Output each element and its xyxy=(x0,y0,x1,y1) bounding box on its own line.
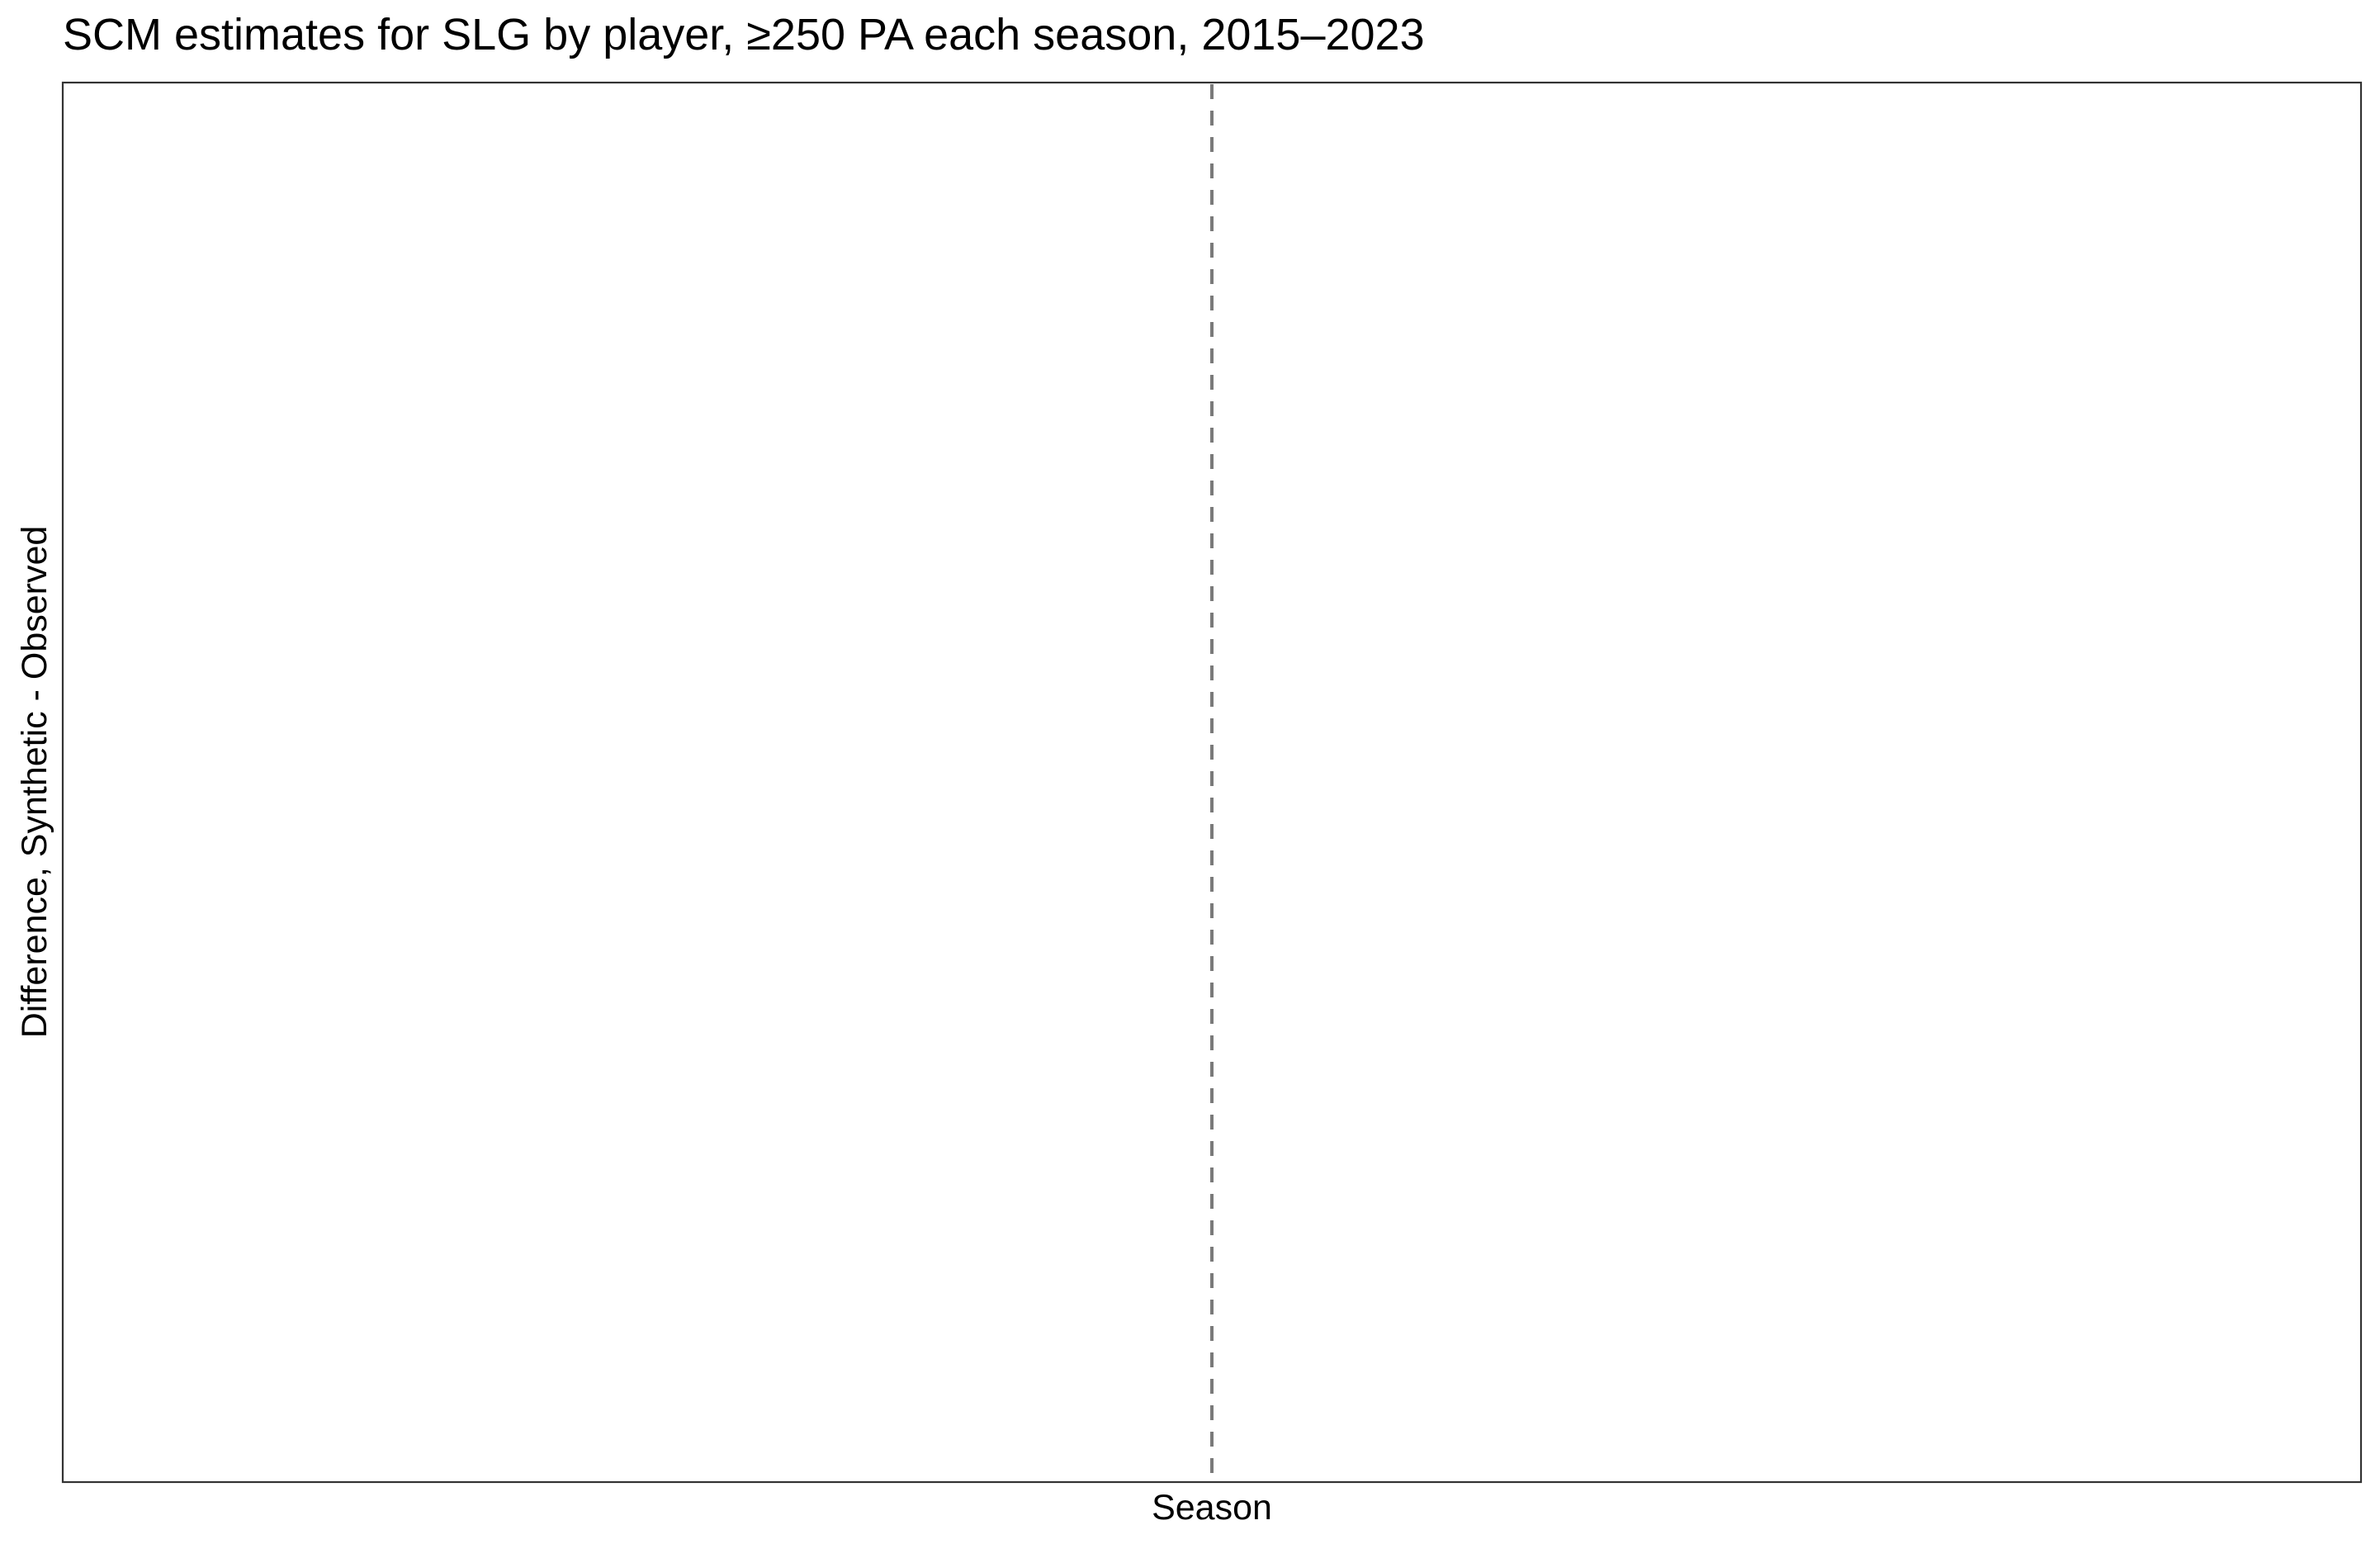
y-axis-label: Difference, Synthetic - Observed xyxy=(15,526,54,1039)
x-axis-label: Season xyxy=(1152,1488,1272,1527)
chart-title: SCM estimates for SLG by player, ≥250 PA… xyxy=(63,10,1425,59)
